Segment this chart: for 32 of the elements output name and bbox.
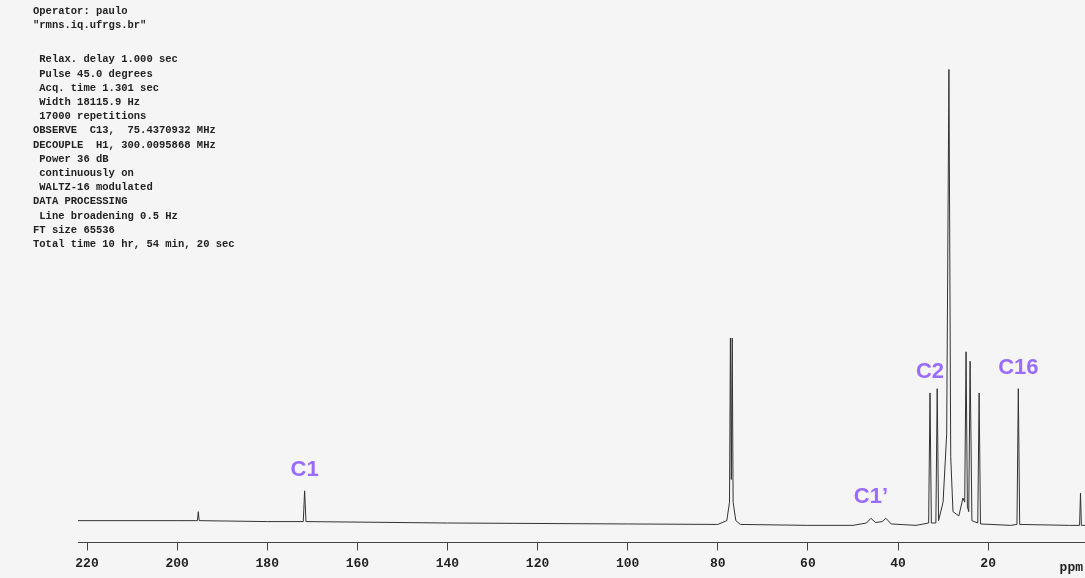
x-tick-label: 220 — [75, 556, 99, 572]
annotation: Power 36 dB — [38, 151, 110, 167]
x-tick-label: 60 — [800, 556, 816, 572]
x-tick-label: 40 — [890, 556, 907, 572]
annotation: C2 — [915, 358, 945, 384]
x-tick-label: 140 — [435, 556, 460, 572]
text: "rmns.iq.ufrgs.br" — [33, 18, 148, 33]
x-tick-label: 80 — [709, 556, 726, 572]
annotation: C1’ — [853, 483, 889, 509]
x-tick-label: 200 — [165, 556, 190, 572]
annotation: 17000 repetitions — [38, 109, 148, 124]
x-tick-label: 20 — [980, 556, 997, 572]
annotation: Line broadening 0.5 Hz — [38, 208, 179, 223]
annotation: Acq. time 1.301 sec — [38, 80, 161, 96]
text: Relax. delay 1.000 sec — [38, 52, 179, 67]
annotation: DATA PROCESSING — [33, 194, 129, 209]
x-tick-label: 120 — [525, 556, 550, 572]
annotation: FT size 65536 — [33, 222, 116, 238]
annotation: C1 — [290, 455, 319, 481]
annotation: C16 — [998, 353, 1039, 379]
x-tick-label: 100 — [615, 556, 640, 572]
annotation: Width 18115.9 Hz — [38, 95, 142, 110]
annotation: continuously on — [38, 166, 135, 181]
annotation: DECOUPLE H1, 300.0095868 MHz — [33, 137, 217, 152]
annotation: Total time 10 hr, 54 min, 20 sec — [33, 237, 235, 252]
annotation: OBSERVE C13, 75.4370932 MHz — [33, 123, 217, 138]
x-tick-label: 160 — [345, 556, 370, 572]
x-axis-title: ppm — [1059, 560, 1084, 576]
annotation: WALTZ-16 modulated — [38, 180, 154, 195]
x-tick-label: 180 — [255, 556, 280, 572]
text: Operator: paulo — [33, 4, 129, 19]
annotation: Pulse 45.0 degrees — [38, 66, 154, 81]
